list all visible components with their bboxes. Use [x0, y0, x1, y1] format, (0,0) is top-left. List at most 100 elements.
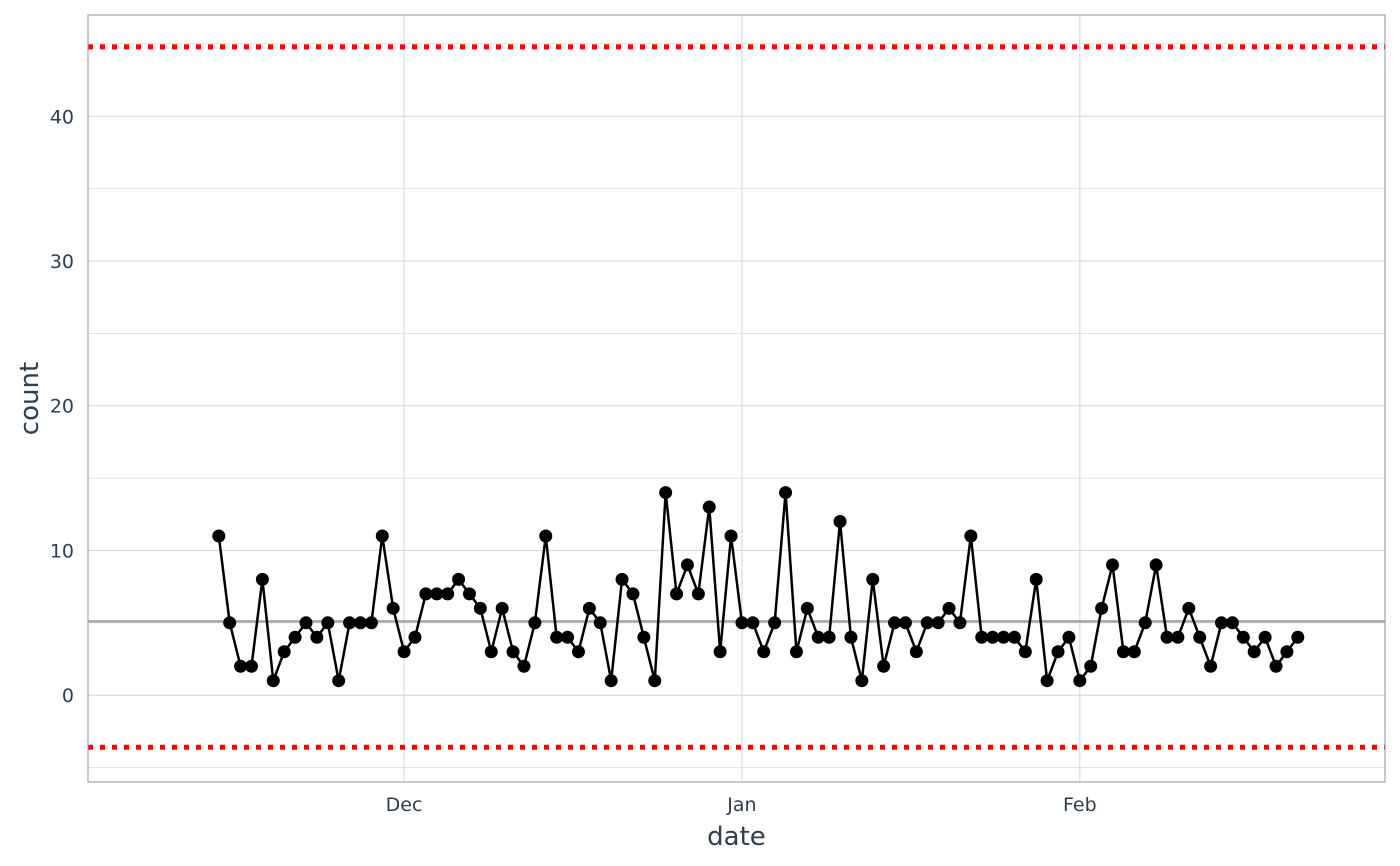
data-point: [1204, 659, 1218, 673]
data-point: [713, 645, 727, 659]
data-point: [822, 630, 836, 644]
data-point: [833, 515, 847, 529]
data-point: [659, 486, 673, 500]
panel-border: [87, 14, 1386, 783]
data-point: [593, 616, 607, 630]
data-point: [1106, 558, 1120, 572]
data-point: [473, 601, 487, 615]
data-point: [1084, 659, 1098, 673]
x-tick-label: Jan: [726, 794, 756, 816]
data-point: [920, 616, 934, 630]
data-point: [484, 645, 498, 659]
data-point: [353, 616, 367, 630]
data-point: [909, 645, 923, 659]
data-point: [244, 659, 258, 673]
data-point: [223, 616, 237, 630]
data-point: [888, 616, 902, 630]
data-point: [1149, 558, 1163, 572]
data-point: [779, 486, 793, 500]
data-point: [680, 558, 694, 572]
data-point: [866, 572, 880, 586]
y-tick-label: 0: [62, 685, 74, 707]
data-point: [1258, 630, 1272, 644]
data-point: [1182, 601, 1196, 615]
data-point: [975, 630, 989, 644]
data-point: [789, 645, 803, 659]
data-point: [277, 645, 291, 659]
data-point: [234, 659, 248, 673]
data-point: [550, 630, 564, 644]
data-point: [321, 616, 335, 630]
data-point: [1051, 645, 1065, 659]
data-point: [1138, 616, 1152, 630]
data-point: [1225, 616, 1239, 630]
data-point: [288, 630, 302, 644]
data-point: [702, 500, 716, 514]
data-point: [1291, 630, 1305, 644]
data-point: [855, 674, 869, 688]
data-point: [1029, 572, 1043, 586]
data-point: [844, 630, 858, 644]
y-axis-ticks: 0 10 20 30 40: [50, 106, 74, 707]
data-point: [1127, 645, 1141, 659]
data-point: [397, 645, 411, 659]
data-point: [604, 674, 618, 688]
data-point: [1116, 645, 1130, 659]
data-point: [648, 674, 662, 688]
data-point: [1215, 616, 1229, 630]
data-point: [441, 587, 455, 601]
y-tick-label: 40: [50, 106, 74, 128]
data-point: [452, 572, 466, 586]
x-axis-title: date: [707, 822, 766, 852]
data-point: [735, 616, 749, 630]
data-point: [582, 601, 596, 615]
data-point: [986, 630, 1000, 644]
data-point: [539, 529, 553, 543]
data-point: [266, 674, 280, 688]
data-point: [1171, 630, 1185, 644]
data-point: [877, 659, 891, 673]
data-point: [757, 645, 771, 659]
data-point: [800, 601, 814, 615]
data-point: [1193, 630, 1207, 644]
x-tick-label: Dec: [386, 794, 423, 816]
data-point: [670, 587, 684, 601]
data-point: [811, 630, 825, 644]
data-point: [1236, 630, 1250, 644]
x-axis-ticks: Dec Jan Feb: [386, 794, 1097, 816]
data-point: [1247, 645, 1261, 659]
y-axis-title: count: [15, 362, 45, 435]
data-point: [386, 601, 400, 615]
data-point: [637, 630, 651, 644]
data-point: [615, 572, 629, 586]
series-line: [217, 491, 1299, 682]
data-point: [768, 616, 782, 630]
data-point: [898, 616, 912, 630]
data-point: [724, 529, 738, 543]
data-point: [953, 616, 967, 630]
reference-lines: [88, 44, 1385, 750]
data-point: [517, 659, 531, 673]
y-tick-label: 10: [50, 540, 74, 562]
data-point: [942, 601, 956, 615]
data-point: [626, 587, 640, 601]
data-point: [997, 630, 1011, 644]
data-point: [343, 616, 357, 630]
data-series: [212, 486, 1305, 688]
data-point: [1269, 659, 1283, 673]
data-point: [462, 587, 476, 601]
data-point: [1007, 630, 1021, 644]
data-point: [528, 616, 542, 630]
data-point: [212, 529, 226, 543]
data-point: [1160, 630, 1174, 644]
data-point: [375, 529, 389, 543]
data-point: [571, 645, 585, 659]
y-tick-label: 30: [50, 251, 74, 273]
data-point: [332, 674, 346, 688]
x-tick-label: Feb: [1063, 794, 1097, 816]
data-point: [310, 630, 324, 644]
data-point: [1018, 645, 1032, 659]
data-point: [1095, 601, 1109, 615]
data-point: [364, 616, 378, 630]
